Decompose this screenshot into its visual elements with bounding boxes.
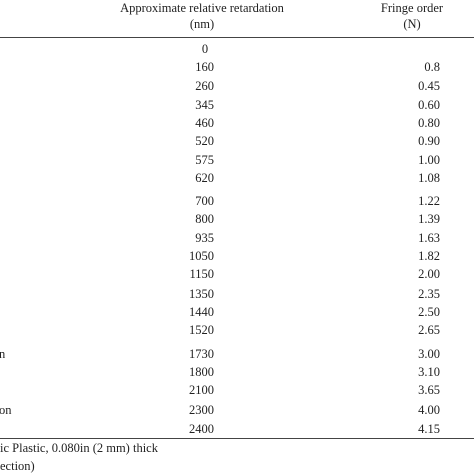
retardation-cell: 260	[195, 79, 214, 93]
header-rule	[0, 37, 474, 38]
retardation-cell: 1800	[189, 365, 214, 379]
footnote: ection)	[0, 459, 35, 473]
retardation-cell: 1520	[189, 323, 214, 337]
retardation-cell: 1350	[189, 287, 214, 301]
header-cell: (nm)	[189, 17, 215, 31]
fringe-cell: 4.15	[418, 422, 440, 436]
retardation-cell: 460	[195, 116, 214, 130]
fringe-cell: 1.00	[418, 153, 440, 167]
retardation-cell: 1050	[189, 249, 214, 263]
fringe-cell: 2.65	[418, 323, 440, 337]
retardation-cell: 2400	[189, 422, 214, 436]
retardation-cell: 935	[195, 231, 214, 245]
fringe-cell: 1.63	[418, 231, 440, 245]
retardation-cell: 345	[195, 98, 214, 112]
fringe-cell: 0.8	[424, 60, 440, 74]
fringe-cell: 0.90	[418, 134, 440, 148]
fringe-cell: 0.45	[418, 79, 440, 93]
bottom-rule	[0, 438, 474, 439]
retardation-cell: 520	[195, 134, 214, 148]
row-label: n	[0, 347, 6, 361]
retardation-cell: 0	[201, 42, 209, 56]
retardation-cell: 160	[195, 60, 214, 74]
retardation-cell: 1730	[189, 347, 214, 361]
retardation-cell: 2100	[189, 383, 214, 397]
fringe-cell: 1.22	[418, 194, 440, 208]
row-label: on	[0, 403, 12, 417]
retardation-cell: 2300	[189, 403, 214, 417]
fringe-cell: 0.60	[418, 98, 440, 112]
fringe-cell: 0.80	[418, 116, 440, 130]
retardation-cell: 700	[195, 194, 214, 208]
fringe-cell: 3.00	[418, 347, 440, 361]
retardation-cell: 620	[195, 171, 214, 185]
header-cell: (N)	[403, 17, 421, 31]
fringe-cell: 1.82	[418, 249, 440, 263]
fringe-cell: 1.08	[418, 171, 440, 185]
header-cell: Approximate relative retardation	[120, 1, 284, 15]
fringe-cell: 2.50	[418, 305, 440, 319]
fringe-cell: 2.35	[418, 287, 440, 301]
fringe-cell: 4.00	[418, 403, 440, 417]
footnote: ic Plastic, 0.080in (2 mm) thick	[0, 441, 158, 455]
fringe-cell: 1.39	[418, 212, 440, 226]
retardation-cell: 575	[195, 153, 214, 167]
retardation-cell: 1440	[189, 305, 214, 319]
retardation-cell: 800	[195, 212, 214, 226]
header-cell: Fringe order	[380, 1, 444, 15]
fringe-cell: 3.65	[418, 383, 440, 397]
retardation-cell: 1150	[189, 267, 214, 281]
fringe-cell: 2.00	[418, 267, 440, 281]
fringe-cell: 3.10	[418, 365, 440, 379]
